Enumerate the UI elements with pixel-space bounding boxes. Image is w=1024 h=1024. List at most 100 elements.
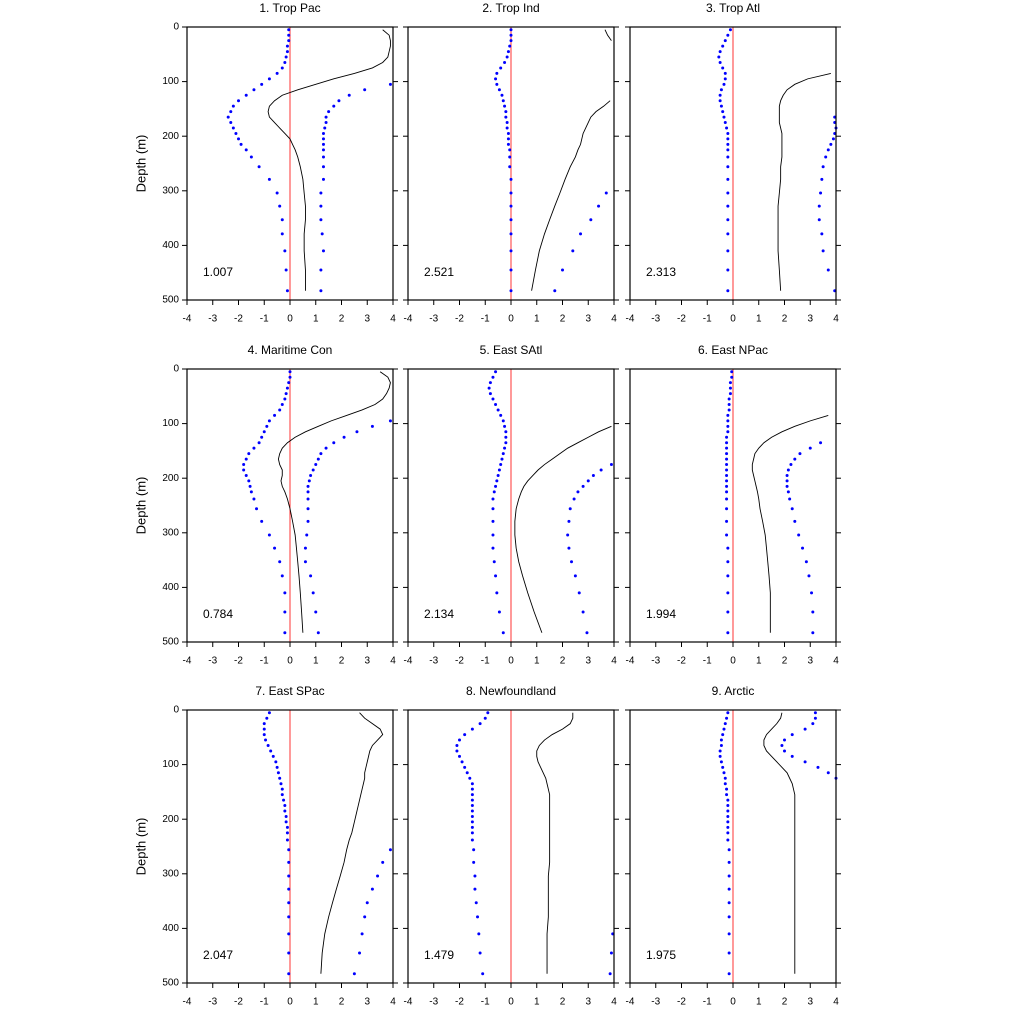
profile-dot xyxy=(237,137,240,141)
x-tick-label: -3 xyxy=(651,997,660,1008)
profile-line xyxy=(267,29,391,291)
profile-dot xyxy=(785,479,789,483)
profile-dot xyxy=(725,463,729,467)
profile-dot xyxy=(473,874,477,878)
x-tick-label: 3 xyxy=(364,997,370,1008)
profile-dot xyxy=(726,574,730,578)
profile-dot xyxy=(725,441,729,445)
profile-dot xyxy=(267,419,271,423)
x-tick-label: 1 xyxy=(756,997,762,1008)
profile-dot xyxy=(244,148,248,152)
profile-dot xyxy=(508,148,512,152)
x-tick-label: -1 xyxy=(481,997,490,1008)
annotation: 2.047 xyxy=(203,948,233,962)
profile-dot xyxy=(803,727,807,731)
profile-dot xyxy=(355,430,359,434)
profile-dot xyxy=(726,142,730,146)
profile-dot xyxy=(244,473,248,477)
profile-dot xyxy=(723,782,727,786)
x-tick-label: 0 xyxy=(730,656,736,667)
profile-dot xyxy=(491,507,495,511)
x-tick-label: -2 xyxy=(677,314,686,325)
profile-dot xyxy=(252,446,256,450)
profile-dot xyxy=(275,71,279,75)
profile-dot xyxy=(264,738,268,742)
profile-dot xyxy=(804,560,808,564)
profile-dot xyxy=(725,473,729,477)
profile-dot xyxy=(306,507,310,511)
profile-line xyxy=(277,371,391,633)
panel-title: 8. Newfoundland xyxy=(466,684,556,698)
y-tick-label: 500 xyxy=(162,978,179,989)
profile-dot xyxy=(324,446,328,450)
plot-frame xyxy=(186,26,394,301)
profile-dot xyxy=(501,419,505,423)
profile-dot xyxy=(265,716,269,720)
profile-dot xyxy=(303,560,307,564)
x-tick-label: 1 xyxy=(756,314,762,325)
profile-dot xyxy=(566,533,570,537)
profile-dot xyxy=(718,99,722,103)
x-tick-label: -1 xyxy=(481,656,490,667)
profile-dot xyxy=(237,99,240,103)
y-tick-label: 0 xyxy=(173,22,179,33)
profile-dot xyxy=(722,82,726,86)
profile-dot xyxy=(785,473,789,477)
profile-dot xyxy=(727,397,731,401)
profile-dot xyxy=(725,533,729,537)
profile-dot xyxy=(726,155,730,159)
x-tick-label: 3 xyxy=(364,314,370,325)
panel-title: 6. East NPac xyxy=(698,343,768,357)
profile-dot xyxy=(790,754,794,758)
profile-dot xyxy=(267,711,271,715)
profile-dot xyxy=(500,457,504,461)
profile-dot xyxy=(381,860,385,864)
profile-dot xyxy=(726,204,730,208)
profile-dot xyxy=(262,733,266,737)
x-tick-label: 4 xyxy=(390,314,396,325)
profile-dot xyxy=(726,546,730,550)
profile-dot xyxy=(319,268,323,272)
x-tick-label: 4 xyxy=(833,656,839,667)
profile-dot xyxy=(824,155,828,159)
profile-dot xyxy=(463,733,467,737)
x-tick-label: -1 xyxy=(260,656,269,667)
x-tick-label: -3 xyxy=(208,997,217,1008)
panel-title: 2. Trop Ind xyxy=(482,1,539,15)
profile-dot xyxy=(458,738,461,742)
x-tick-label: 0 xyxy=(730,997,736,1008)
profile-dot xyxy=(722,115,726,119)
profile-dot xyxy=(316,457,320,461)
y-tick-label: 200 xyxy=(162,814,179,825)
profile-dot xyxy=(262,722,266,726)
profile-dot xyxy=(509,39,513,43)
profile-dot xyxy=(363,88,367,92)
profile-dot xyxy=(337,99,341,103)
profile-dot xyxy=(376,874,380,878)
profile-dot xyxy=(280,574,284,578)
profile-dot xyxy=(488,381,492,385)
profile-dot xyxy=(319,452,323,456)
profile-dot xyxy=(728,28,732,32)
profile-dot xyxy=(309,473,313,477)
profile-dot xyxy=(284,814,288,818)
profile-dot xyxy=(321,137,325,141)
x-tick-label: 4 xyxy=(611,997,617,1008)
profile-dot xyxy=(282,798,286,802)
profile-dot xyxy=(509,191,513,195)
profile-dot xyxy=(492,490,496,494)
x-tick-label: -4 xyxy=(626,656,635,667)
profile-dot xyxy=(726,825,730,829)
x-tick-label: -3 xyxy=(429,314,438,325)
profile-dot xyxy=(505,126,509,130)
profile-dot xyxy=(717,55,721,59)
profile-dot xyxy=(725,446,729,450)
profile-dot xyxy=(826,268,830,272)
profile-dot xyxy=(726,831,730,835)
profile-dot xyxy=(494,574,498,578)
profile-dot xyxy=(370,424,374,428)
y-tick-label: 0 xyxy=(173,705,179,716)
y-axis-label: Depth (m) xyxy=(133,477,148,535)
profile-dot xyxy=(477,932,481,936)
profile-dot xyxy=(266,743,270,747)
